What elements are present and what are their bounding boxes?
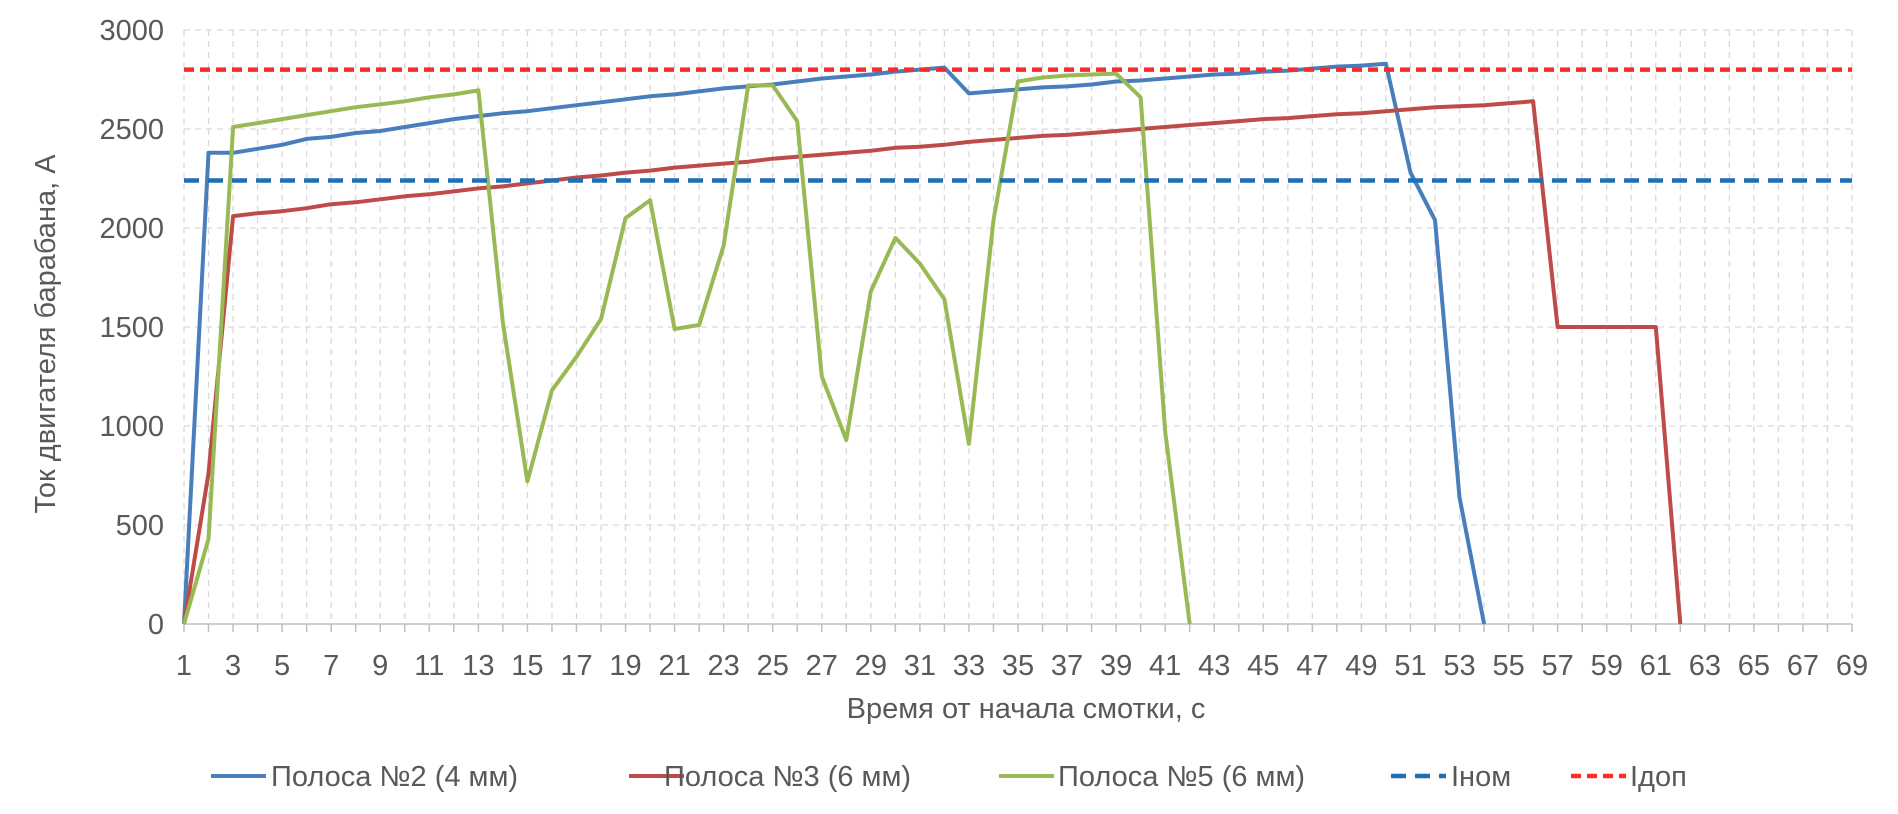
y-tick-label: 2500	[99, 114, 164, 146]
x-tick-label: 63	[1689, 650, 1721, 682]
x-tick-label: 15	[511, 650, 543, 682]
y-tick-label: 0	[148, 609, 164, 641]
x-tick-label: 5	[274, 650, 290, 682]
y-tick-labels: 0 500 1000 1500 2000 2500 3000	[99, 15, 164, 641]
y-tick-label: 2000	[99, 213, 164, 245]
x-axis-title: Время от начала смотки, с	[847, 693, 1206, 725]
x-tick-label: 35	[1002, 650, 1034, 682]
series-line	[182, 61, 1487, 625]
series-line	[182, 99, 1683, 625]
y-tick-label: 1000	[99, 411, 164, 443]
x-tick-label: 33	[953, 650, 985, 682]
x-tick-label: 27	[806, 650, 838, 682]
x-tick-label: 43	[1198, 650, 1230, 682]
series-line	[182, 71, 1192, 625]
x-tick-label: 57	[1542, 650, 1574, 682]
legend-label: Iдоп	[1630, 761, 1687, 793]
x-tick-label: 29	[855, 650, 887, 682]
legend-label: Полоса №3 (6 мм)	[664, 761, 911, 793]
x-tick-label: 19	[609, 650, 641, 682]
x-tick-label: 39	[1100, 650, 1132, 682]
x-tick-label: 69	[1836, 650, 1868, 682]
x-tick-labels: 1 3 5 7 9 11 13 15 17 19 21 23 25 27 29 31 33 35 37 39 41 43 4…	[176, 650, 1868, 682]
x-tick-label: 45	[1247, 650, 1279, 682]
x-tick-label: 55	[1492, 650, 1524, 682]
x-tick-label: 3	[225, 650, 241, 682]
x-tick-label: 11	[414, 650, 444, 682]
x-tick-label: 61	[1640, 650, 1672, 682]
legend-label: Полоса №5 (6 мм)	[1058, 761, 1305, 793]
x-tick-label: 47	[1296, 650, 1328, 682]
x-tick-label: 13	[462, 650, 494, 682]
x-tick-label: 21	[658, 650, 690, 682]
x-tick-label: 65	[1738, 650, 1770, 682]
x-tick-label: 53	[1443, 650, 1475, 682]
series-lines	[182, 61, 1852, 625]
x-tick-label: 17	[560, 650, 592, 682]
y-axis-title: Ток двигателя барабана, А	[30, 154, 62, 514]
y-tick-label: 3000	[99, 15, 164, 47]
y-tick-label: 1500	[99, 312, 164, 344]
y-tick-label: 500	[116, 510, 164, 542]
x-tick-label: 41	[1149, 650, 1181, 682]
legend-label: Iном	[1451, 761, 1511, 793]
grid-lines	[183, 29, 1853, 624]
x-tick-label: 49	[1345, 650, 1377, 682]
x-tick-label: 67	[1787, 650, 1819, 682]
axes	[183, 623, 1853, 632]
legend: Полоса №2 (4 мм) Полоса №3 (6 мм) Полоса №…	[211, 761, 1687, 793]
legend-label: Полоса №2 (4 мм)	[271, 761, 518, 793]
x-tick-label: 7	[323, 650, 339, 682]
x-tick-label: 51	[1394, 650, 1426, 682]
x-tick-label: 9	[372, 650, 388, 682]
x-tick-label: 31	[904, 650, 936, 682]
x-tick-label: 25	[757, 650, 789, 682]
x-tick-label: 37	[1051, 650, 1083, 682]
x-tick-label: 59	[1591, 650, 1623, 682]
x-tick-label: 1	[176, 650, 192, 682]
x-tick-label: 23	[708, 650, 740, 682]
